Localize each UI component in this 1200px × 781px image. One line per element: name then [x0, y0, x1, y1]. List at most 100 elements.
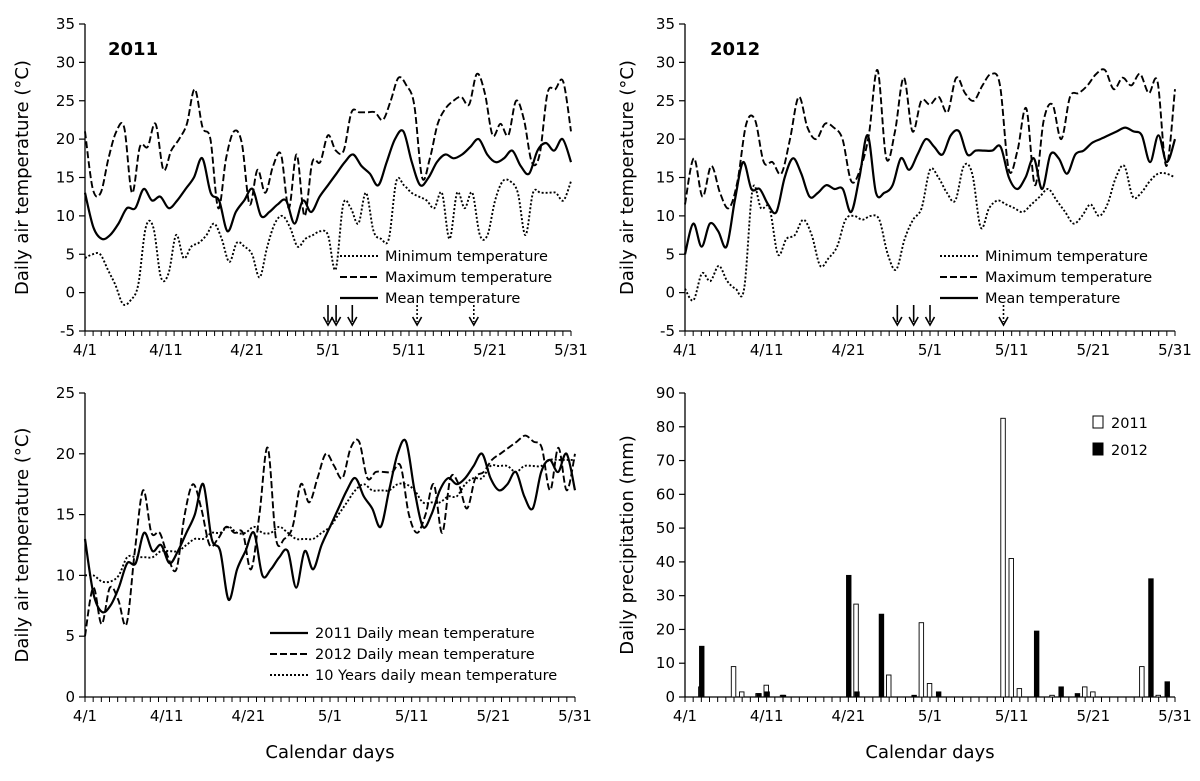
x-tick-label: 5/21	[1076, 341, 1110, 359]
x-tick-label: 5/1	[918, 341, 942, 359]
y-tick-label: 30	[56, 53, 75, 71]
x-tick-label: 4/11	[750, 707, 784, 725]
bar-2012	[846, 574, 852, 698]
panel-2012-temperature: -5 0 5 10 15 20 25 30 35 4/1 4/11 4/21 5/1 5/11 5/21 5/…	[617, 15, 1192, 359]
x-tick-label: 5/21	[476, 707, 510, 725]
x-tick-label: 4/1	[73, 707, 97, 725]
legend-label: Minimum temperature	[385, 249, 548, 265]
legend-label: Maximum temperature	[385, 270, 552, 286]
y-tick-label: 20	[56, 445, 75, 463]
y-tick-label: 0	[665, 688, 675, 706]
y-tick-label: 0	[665, 284, 675, 302]
bar-2011	[1090, 691, 1096, 698]
y-tick-label: 35	[656, 15, 675, 33]
x-tick-label: 5/1	[918, 707, 942, 725]
bar-2011	[739, 691, 745, 698]
y-tick-label: 10	[656, 207, 675, 225]
y-tick-label: 40	[656, 553, 675, 571]
y-tick-label: 15	[656, 169, 675, 187]
bar-2012	[1058, 686, 1064, 698]
bar-2011	[853, 603, 859, 698]
legend-label: 2011 Daily mean temperature	[315, 626, 535, 642]
y-tick-label: 30	[656, 53, 675, 71]
x-tick-label: 5/11	[395, 707, 429, 725]
x-tick-label: 4/11	[750, 341, 784, 359]
y-tick-label: 25	[56, 384, 75, 402]
bar-2011	[730, 666, 737, 698]
y-tick-label: 70	[656, 452, 675, 470]
legend-label: 2012	[1111, 443, 1148, 459]
x-tick-label: 5/31	[1158, 341, 1192, 359]
legend-label: Minimum temperature	[985, 249, 1148, 265]
y-axis-title: Daily air temperature (°C)	[12, 428, 33, 663]
bar-2012	[1148, 578, 1154, 698]
legend-label: Mean temperature	[985, 291, 1120, 307]
x-tick-label: 5/31	[558, 707, 592, 725]
y-tick-label: 20	[656, 620, 675, 638]
y-tick-label: -5	[660, 322, 675, 340]
x-tick-label: 5/11	[995, 341, 1029, 359]
x-tick-label: 5/1	[316, 341, 340, 359]
y-axis-title: Daily precipitation (mm)	[617, 435, 638, 655]
y-tick-label: 90	[656, 384, 675, 402]
arrow-head	[908, 316, 919, 327]
bar-2012	[764, 691, 770, 698]
legend-label: 2011	[1111, 416, 1148, 432]
series-line-mean-temperature	[83, 129, 573, 241]
panel-mean-temperature-comparison: 0 5 10 15 20 25 4/1 4/11 4/21 5/1 5/11 5/21 5/31 Dail…	[12, 384, 592, 763]
y-tick-label: 30	[656, 587, 675, 605]
bar-2012	[1164, 681, 1170, 698]
x-tick-label: 5/21	[473, 341, 507, 359]
y-tick-label: 50	[656, 519, 675, 537]
y-axis-title: Daily air temperature (°C)	[617, 60, 638, 295]
y-tick-label: 25	[56, 92, 75, 110]
legend-swatch	[1092, 442, 1104, 456]
bar-2011	[1049, 694, 1055, 698]
x-tick-label: 5/1	[318, 707, 342, 725]
x-tick-label: 4/1	[673, 707, 697, 725]
series-line-2012-daily-mean-temperature	[84, 434, 576, 637]
panel-title: 2011	[108, 39, 158, 60]
x-tick-label: 5/31	[554, 341, 588, 359]
arrow-head	[998, 316, 1009, 327]
bar-2012	[1074, 693, 1081, 698]
y-tick-label: 10	[56, 566, 75, 584]
y-tick-label: 5	[665, 245, 675, 263]
y-tick-label: 10	[656, 654, 675, 672]
arrow-head	[330, 316, 342, 327]
bar-2012	[878, 613, 885, 698]
bar-2011	[918, 622, 925, 698]
legend-label: Maximum temperature	[985, 270, 1152, 286]
x-tick-label: 4/21	[230, 341, 264, 359]
x-tick-label: 5/11	[995, 707, 1029, 725]
arrow-head	[892, 316, 903, 327]
bar-2011	[1139, 666, 1145, 698]
x-tick-label: 5/31	[1158, 707, 1192, 725]
bar-2012	[854, 691, 860, 698]
x-tick-label: 4/11	[150, 707, 184, 725]
y-axis-title: Daily air temperature (°C)	[12, 60, 33, 295]
bar-2012	[780, 694, 787, 698]
y-tick-label: 0	[65, 284, 75, 302]
bar-2011	[886, 674, 892, 698]
panel-title: 2012	[710, 39, 760, 60]
arrow-head	[924, 316, 936, 327]
x-tick-label: 4/21	[831, 341, 865, 359]
arrow-head	[322, 316, 334, 327]
bar-2012	[756, 693, 762, 698]
x-tick-label: 5/11	[392, 341, 426, 359]
panel-daily-precipitation: 0 10 20 30 40 50 60 70 80 90 4/1 4/11 4/21 5/1 5/11 5/2…	[617, 384, 1192, 763]
y-tick-label: 0	[65, 688, 75, 706]
x-axis-title: Calendar days	[865, 742, 994, 763]
y-tick-label: 15	[56, 506, 75, 524]
legend-label: 10 Years daily mean temperature	[315, 668, 557, 684]
x-tick-label: 4/1	[73, 341, 97, 359]
y-tick-label: 5	[65, 627, 75, 645]
y-tick-label: -5	[60, 322, 75, 340]
bar-2011	[1082, 686, 1088, 698]
x-tick-label: 5/21	[1076, 707, 1110, 725]
y-tick-label: 80	[656, 418, 675, 436]
series-line-minimum-temperature	[84, 176, 572, 306]
x-tick-label: 4/21	[231, 707, 265, 725]
bar-2012	[699, 645, 705, 698]
